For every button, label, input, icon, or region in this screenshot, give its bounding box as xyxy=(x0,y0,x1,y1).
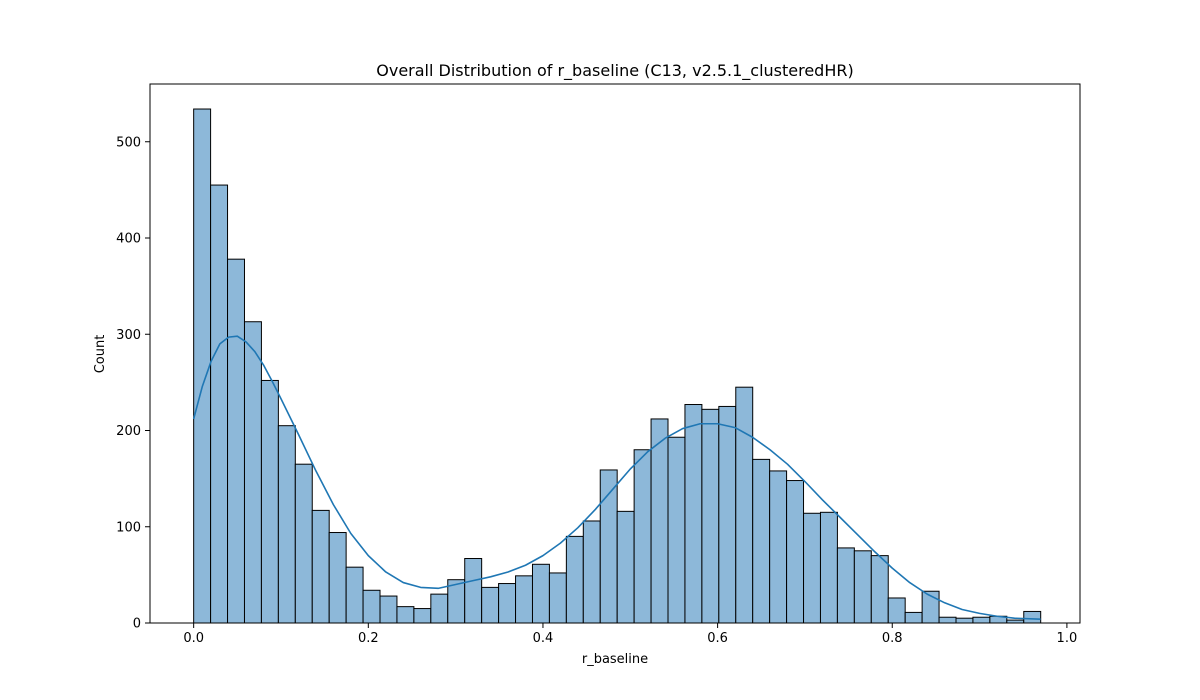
y-tick-label: 300 xyxy=(116,328,141,343)
histogram-bar xyxy=(193,108,212,624)
x-tick-label: 0.0 xyxy=(183,631,204,646)
histogram-bar xyxy=(294,463,313,624)
x-tick-label: 0.6 xyxy=(707,631,728,646)
histogram-bar xyxy=(328,532,347,624)
x-tick-label: 0.2 xyxy=(358,631,379,646)
histogram-bar xyxy=(616,510,635,624)
x-tick-label: 0.8 xyxy=(882,631,903,646)
histogram-bar xyxy=(735,386,754,624)
histogram-bar xyxy=(938,616,957,624)
y-tick-label: 0 xyxy=(133,617,141,632)
histogram-bar xyxy=(311,509,330,624)
histogram-bar xyxy=(955,617,974,624)
y-tick-label: 100 xyxy=(116,520,141,535)
x-tick-label: 0.4 xyxy=(533,631,554,646)
histogram-bar xyxy=(548,572,567,624)
histogram-bar xyxy=(853,550,872,624)
histogram-bar xyxy=(752,458,771,624)
histogram-bar xyxy=(718,405,737,624)
histogram-bar xyxy=(819,511,838,624)
histogram-bar xyxy=(650,418,669,624)
histogram-bar xyxy=(210,184,229,624)
y-tick-label: 400 xyxy=(116,232,141,247)
histogram-bar xyxy=(379,595,398,624)
histogram-bar xyxy=(836,547,855,624)
kde-line xyxy=(192,335,1041,620)
histogram-bar xyxy=(345,566,364,624)
x-tick-label: 1.0 xyxy=(1057,631,1078,646)
histogram-bar xyxy=(1023,610,1042,624)
histogram-bar xyxy=(633,449,652,624)
y-axis: 0 100 200 300 400 500 xyxy=(116,135,150,632)
chart-title: Overall Distribution of r_baseline (C13,… xyxy=(376,61,853,81)
histogram-bar xyxy=(565,535,584,624)
histogram-bar xyxy=(531,563,550,624)
histogram-bar xyxy=(362,589,381,624)
histogram-bar xyxy=(396,606,415,624)
histogram-bar xyxy=(277,425,296,624)
histogram-bar xyxy=(904,611,923,624)
histogram-bar xyxy=(582,520,601,624)
axes-frame xyxy=(149,83,1081,624)
histogram-bar xyxy=(870,555,889,624)
x-axis: 0.0 0.2 0.4 0.6 0.8 1.0 xyxy=(183,623,1077,646)
histogram-bar xyxy=(515,575,533,624)
histogram-bar xyxy=(972,616,991,624)
histogram-bar xyxy=(786,480,805,624)
histogram-bar xyxy=(769,470,788,624)
histogram-bar xyxy=(430,593,449,624)
histogram-bar xyxy=(227,258,245,624)
y-axis-label: Count xyxy=(93,335,108,374)
histogram-bar xyxy=(464,558,483,624)
histogram-bar xyxy=(243,321,262,624)
bars-group xyxy=(193,108,1042,624)
histogram-bar xyxy=(413,608,432,624)
histogram-bar xyxy=(498,583,517,624)
histogram-bar xyxy=(260,379,279,624)
histogram-bar xyxy=(481,586,500,624)
histogram-bar xyxy=(803,512,821,624)
kde-group xyxy=(192,335,1041,620)
y-tick-label: 500 xyxy=(116,135,141,150)
histogram-bar xyxy=(701,408,720,624)
x-axis-label: r_baseline xyxy=(582,652,648,667)
histogram-bar xyxy=(684,404,703,624)
histogram-bar xyxy=(887,597,906,624)
y-tick-label: 200 xyxy=(116,424,141,439)
histogram-bar xyxy=(667,436,686,624)
